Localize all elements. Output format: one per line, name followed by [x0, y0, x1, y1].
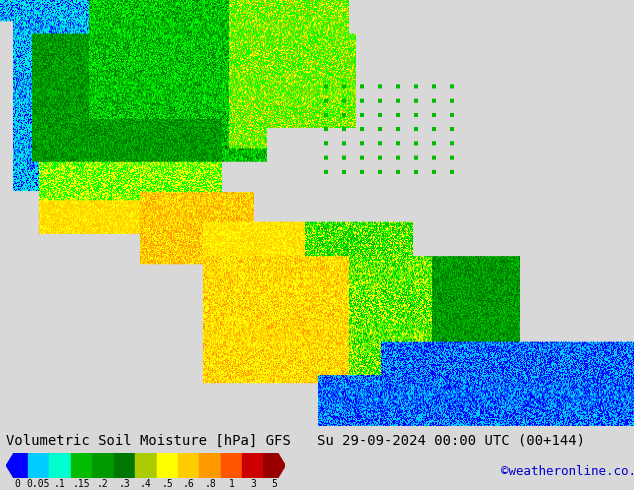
Bar — [135, 453, 157, 478]
Bar — [49, 453, 71, 478]
Bar — [113, 453, 135, 478]
Text: .8: .8 — [204, 479, 216, 489]
Text: .5: .5 — [162, 479, 173, 489]
Bar — [71, 453, 92, 478]
Bar — [157, 453, 178, 478]
Text: .3: .3 — [119, 479, 130, 489]
Text: 1: 1 — [229, 479, 235, 489]
Text: Volumetric Soil Moisture [hPa] GFS: Volumetric Soil Moisture [hPa] GFS — [6, 434, 291, 448]
Text: 0.05: 0.05 — [27, 479, 50, 489]
Polygon shape — [264, 453, 285, 478]
Text: .15: .15 — [73, 479, 90, 489]
Bar — [242, 453, 264, 478]
Text: .2: .2 — [97, 479, 109, 489]
Bar — [28, 453, 49, 478]
Text: 0: 0 — [14, 479, 20, 489]
Text: Su 29-09-2024 00:00 UTC (00+144): Su 29-09-2024 00:00 UTC (00+144) — [317, 434, 585, 448]
Text: .1: .1 — [54, 479, 66, 489]
Polygon shape — [6, 453, 28, 478]
Bar — [221, 453, 242, 478]
Bar — [178, 453, 200, 478]
Text: 3: 3 — [250, 479, 256, 489]
Text: .6: .6 — [183, 479, 195, 489]
Text: ©weatheronline.co.uk: ©weatheronline.co.uk — [501, 465, 634, 478]
Bar — [200, 453, 221, 478]
Text: 5: 5 — [271, 479, 278, 489]
Text: .4: .4 — [140, 479, 152, 489]
Bar — [92, 453, 113, 478]
